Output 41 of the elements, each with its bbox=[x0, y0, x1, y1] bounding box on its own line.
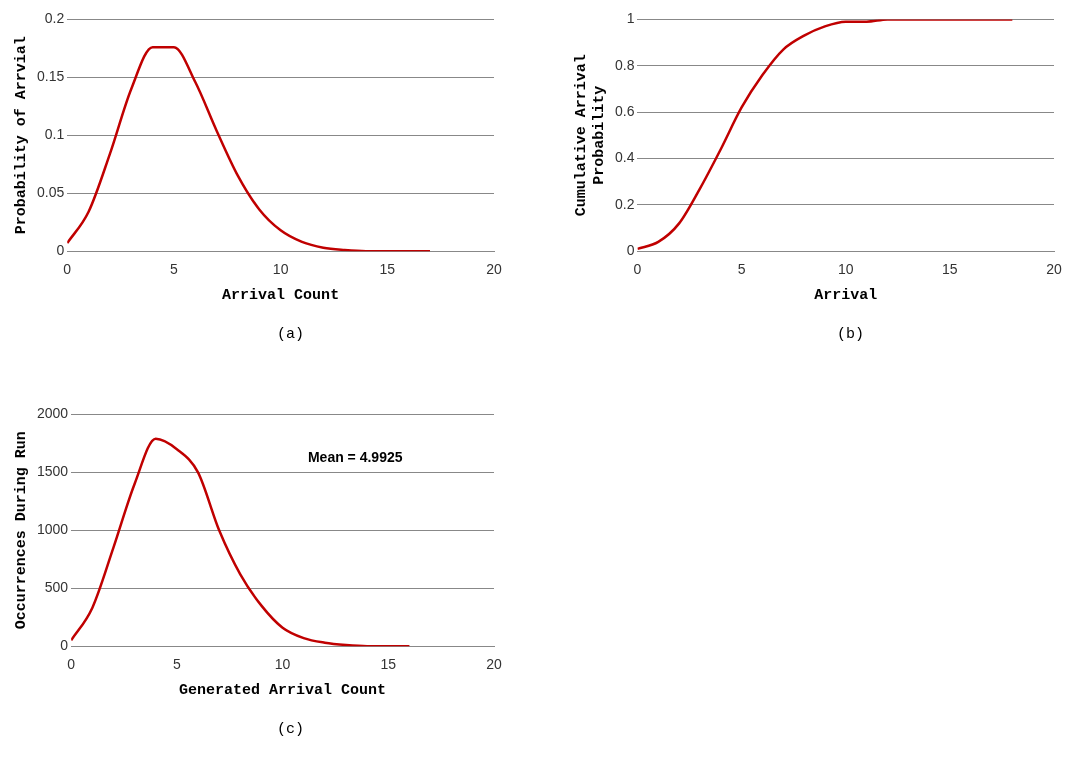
y-axis-title: Occurrences During Run bbox=[12, 431, 30, 630]
x-tick-label: 15 bbox=[380, 656, 397, 673]
x-tick-label: 20 bbox=[486, 261, 502, 278]
x-tick-label: 5 bbox=[172, 656, 181, 673]
y-tick-label: 0 bbox=[56, 242, 65, 259]
y-tick-label: 0.8 bbox=[614, 56, 635, 73]
y-tick-label: 0.6 bbox=[614, 102, 635, 119]
y-axis-title: Probability of Arrvial bbox=[12, 36, 30, 235]
x-tick-label: 10 bbox=[272, 261, 289, 278]
text: (a) bbox=[276, 326, 305, 343]
line-series bbox=[71, 437, 411, 647]
text: (c) bbox=[276, 721, 305, 738]
y-tick-label: 0 bbox=[626, 242, 635, 259]
y-tick-label: 0.4 bbox=[614, 149, 635, 166]
x-tick-label: 10 bbox=[274, 656, 291, 673]
y-tick-label: 1 bbox=[626, 10, 635, 27]
text: (b) bbox=[836, 326, 865, 343]
y-tick-label: 0.05 bbox=[37, 184, 65, 201]
x-tick-label: 10 bbox=[837, 261, 854, 278]
x-tick-label: 20 bbox=[486, 656, 502, 673]
y-tick-label: 0.2 bbox=[614, 195, 635, 212]
y-tick-label: 0.15 bbox=[37, 68, 65, 85]
x-axis-title: Generated Arrival Count bbox=[179, 681, 387, 699]
y-tick-label: 0 bbox=[60, 637, 69, 654]
y-tick-label: 0.2 bbox=[44, 10, 65, 27]
x-tick-label: 15 bbox=[942, 261, 958, 278]
x-axis-title: Arrival bbox=[814, 286, 878, 304]
y-tick-label: 1000 bbox=[36, 521, 69, 538]
annotation: Mean = 4.9925 bbox=[307, 449, 403, 466]
y-axis-title: Cumulative Arrival Probability bbox=[572, 54, 608, 217]
line-series bbox=[637, 19, 1014, 251]
y-tick-label: 0.1 bbox=[44, 126, 65, 143]
y-tick-label: 1500 bbox=[36, 463, 69, 480]
x-tick-label: 20 bbox=[1046, 261, 1062, 278]
y-tick-label: 500 bbox=[44, 579, 69, 596]
x-tick-label: 5 bbox=[170, 261, 179, 278]
x-tick-label: 15 bbox=[379, 261, 396, 278]
line-series bbox=[67, 45, 432, 252]
x-tick-label: 5 bbox=[737, 261, 746, 278]
x-axis-title: Arrival Count bbox=[222, 286, 340, 304]
y-tick-label: 2000 bbox=[36, 405, 69, 422]
